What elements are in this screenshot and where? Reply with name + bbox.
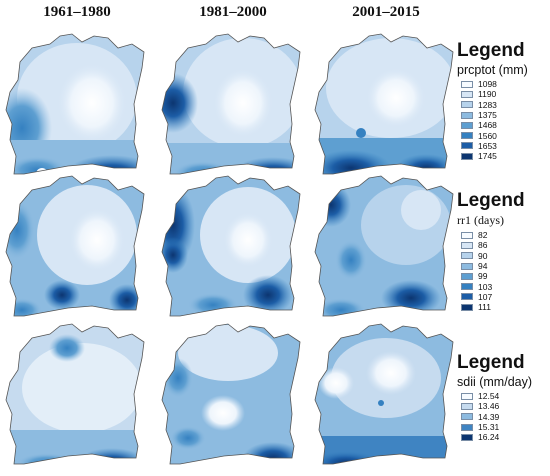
legend-item-label: 1468 [478,120,497,131]
legend-variable: sdii (mm/day) [457,375,533,389]
legend-item: 107 [461,292,550,302]
legend-item: 103 [461,281,550,292]
legend-swatch [461,402,473,410]
legend-swatch [461,80,473,88]
map-rr1-1981-2000 [158,170,308,320]
legend-sdii: Legend sdii (mm/day) 12.54 13.46 14.39 15.3… [457,352,550,442]
legend-item: 1283 [461,100,550,110]
legend-item-label: 1653 [478,140,497,151]
legend-item-label: 14.39 [478,411,500,422]
legend-variable: prcptot (mm) [457,63,528,77]
legend-item: 14.39 [461,412,550,422]
legend-list: 82 86 90 94 99 103 107 111 [461,230,550,312]
legend-item-label: 107 [478,291,493,302]
map-rr1-2001-2015 [311,170,461,320]
legend-swatch [461,241,473,249]
map-rr1-1961-1980 [2,170,152,320]
legend-swatch [461,101,473,109]
legend-swatch [461,231,473,239]
legend-item: 1745 [461,151,550,161]
legend-swatch [461,121,473,129]
legend-item: 1375 [461,110,550,120]
legend-swatch [461,392,473,400]
legend-item-label: 94 [478,261,488,272]
legend-list: 12.54 13.46 14.39 15.31 16.24 [461,391,550,442]
map-prcptot-2001-2015 [311,28,461,178]
legend-item: 1653 [461,141,550,151]
legend-item-label: 16.24 [478,432,500,443]
column-title-1981-2000: 1981–2000 [199,4,267,20]
map-sdii-2001-2015 [311,318,461,468]
legend-item: 90 [461,251,550,261]
legend-title: Legend [457,352,525,373]
legend-item-label: 86 [478,240,488,251]
legend-list: 1098 1190 1283 1375 1468 1560 1653 1745 [461,79,550,161]
legend-swatch [461,90,473,98]
legend-item-label: 111 [478,302,491,313]
legend-swatch [461,283,473,291]
legend-rr1: Legend rr1 (days) 82 86 90 94 99 103 107 111 [457,190,550,312]
legend-title: Legend [457,40,525,61]
legend-item-label: 82 [478,230,488,241]
legend-item-label: 90 [478,250,488,261]
column-title-1961-1980: 1961–1980 [43,4,111,20]
legend-item-label: 103 [478,281,493,292]
legend-swatch [461,132,473,140]
column-title-2001-2015: 2001–2015 [352,4,420,20]
legend-variable: rr1 (days) [457,213,504,227]
map-sdii-1961-1980 [2,318,152,468]
legend-swatch [461,423,473,431]
legend-item-label: 1098 [478,79,497,90]
legend-swatch [461,111,473,119]
legend-title: Legend [457,190,525,211]
legend-item: 86 [461,240,550,250]
legend-item: 82 [461,230,550,240]
legend-item-label: 1375 [478,110,497,121]
legend-item: 94 [461,261,550,271]
map-prcptot-1981-2000 [158,28,308,178]
legend-item-label: 1745 [478,151,497,162]
legend-swatch [461,262,473,270]
legend-item-label: 15.31 [478,422,500,433]
legend-swatch [461,303,473,311]
legend-item-label: 1283 [478,99,497,110]
legend-swatch [461,293,473,301]
legend-swatch [461,413,473,421]
legend-item-label: 13.46 [478,401,500,412]
legend-prcptot: Legend prcptot (mm) 1098 1190 1283 1375 1468… [457,40,550,161]
legend-item: 99 [461,271,550,281]
legend-item-label: 1560 [478,130,497,141]
legend-swatch [461,433,473,441]
legend-swatch [461,252,473,260]
map-prcptot-1961-1980 [2,28,152,178]
legend-item-label: 1190 [478,89,497,100]
map-sdii-1981-2000 [158,318,308,468]
legend-item-label: 12.54 [478,391,500,402]
legend-item: 13.46 [461,401,550,411]
legend-item: 16.24 [461,432,550,442]
legend-item: 1190 [461,89,550,99]
legend-item-label: 99 [478,271,488,282]
legend-swatch [461,152,473,160]
legend-item: 111 [461,302,550,312]
legend-item: 12.54 [461,391,550,401]
legend-item: 1098 [461,79,550,89]
legend-swatch [461,272,473,280]
legend-item: 1468 [461,120,550,130]
legend-item: 15.31 [461,422,550,432]
legend-swatch [461,142,473,150]
legend-item: 1560 [461,130,550,141]
